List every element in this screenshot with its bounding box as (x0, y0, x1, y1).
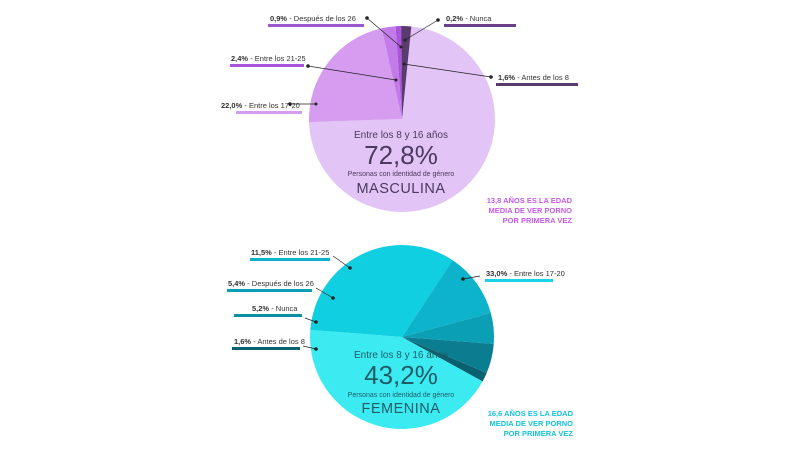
male-dot-end-c (394, 78, 398, 82)
male-underline-antes8 (496, 83, 578, 86)
male-slice-3 (395, 26, 402, 119)
male-pie-chart: 0,9% - Después de los 26 0,2% - Nunca 2,… (221, 14, 578, 225)
female-slice-1 (310, 245, 453, 337)
male-callout-dots (288, 16, 493, 106)
male-dot-after26 (365, 16, 369, 20)
female-dot-21-25 (348, 266, 352, 270)
female-note: 16,6 AÑOS ES LA EDAD MEDIA DE VER PORNO … (488, 409, 574, 438)
male-callout-21-25: 2,4% - Entre los 21-25 (230, 54, 306, 67)
female-slice-3 (402, 312, 494, 344)
male-dot-end-a (399, 45, 403, 49)
male-dot-end-b (403, 38, 407, 42)
male-note: 13,8 AÑOS ES LA EDAD MEDIA DE VER PORNO … (487, 196, 573, 225)
female-dot-antes8 (314, 347, 318, 351)
female-dot-nunca (314, 320, 318, 324)
svg-text:0,2% - Nunca: 0,2% - Nunca (446, 14, 492, 23)
svg-text:5,2% - Nunca: 5,2% - Nunca (252, 304, 298, 313)
male-center-text: Entre los 8 y 16 años 72,8% Personas con… (348, 130, 455, 197)
female-underline-antes8 (232, 347, 300, 350)
female-leader-nunca (304, 317, 317, 323)
male-note-line-2: MEDIA DE VER PORNO (489, 206, 573, 215)
female-underline-17-20 (485, 279, 553, 282)
male-pie-slices (309, 26, 496, 212)
svg-text:22,0% - Entre los 17-20: 22,0% - Entre los 17-20 (221, 101, 300, 110)
male-leader-nunca (404, 19, 439, 41)
female-note-line-1: 16,6 AÑOS ES LA EDAD (488, 409, 574, 418)
female-pie-slices (309, 245, 494, 430)
male-underline-nunca (444, 24, 516, 27)
male-slice-1 (309, 28, 402, 123)
male-slice-5 (401, 26, 412, 119)
female-leader-after26 (315, 287, 334, 299)
female-callout-dots (314, 266, 465, 351)
svg-text:1,6% - Antes de los 8: 1,6% - Antes de los 8 (498, 73, 569, 82)
female-callout-21-25: 11,5% - Entre los 21-25 (250, 248, 330, 261)
female-leader-antes8 (302, 345, 317, 350)
female-underline-nunca (234, 314, 302, 317)
male-dot-end-e (314, 102, 318, 106)
female-slice-5 (402, 337, 487, 382)
svg-text:33,0% - Entre los 17-20: 33,0% - Entre los 17-20 (486, 269, 565, 278)
male-leader-after26 (366, 17, 402, 48)
male-note-line-3: POR PRIMERA VEZ (503, 216, 573, 225)
female-callout-nunca: 5,2% - Nunca (234, 304, 302, 317)
svg-text:11,5% - Entre los 21-25: 11,5% - Entre los 21-25 (251, 248, 329, 257)
female-leader-17-20 (462, 275, 481, 280)
female-note-line-3: POR PRIMERA VEZ (504, 429, 574, 438)
male-leader-21-25 (307, 65, 397, 81)
female-identity-caption: Personas con identidad de género (348, 392, 455, 399)
male-callout-after26: 0,9% - Después de los 26 (268, 14, 364, 27)
female-center-caption: Entre los 8 y 16 años (354, 350, 448, 361)
female-callout-after26: 5,4% - Después de los 26 (227, 279, 314, 292)
female-underline-after26 (227, 289, 312, 292)
male-dot-17-20 (288, 102, 292, 106)
female-dot-after26 (331, 296, 335, 300)
svg-text:2,4% - Entre los 21-25: 2,4% - Entre los 21-25 (231, 54, 306, 63)
male-center-value: 72,8% (364, 140, 438, 170)
female-callout-antes8: 1,6% - Antes de los 8 (232, 337, 305, 350)
female-underline-21-25 (250, 258, 330, 261)
male-slice-2 (381, 26, 402, 119)
male-center-caption: Entre los 8 y 16 años (354, 130, 448, 141)
male-dot-end-d (402, 62, 406, 66)
svg-text:1,6% - Antes de los 8: 1,6% - Antes de los 8 (234, 337, 305, 346)
female-center-value: 43,2% (364, 360, 438, 390)
female-pie-chart: 11,5% - Entre los 21-25 33,0% - Entre lo… (227, 245, 574, 438)
male-callout-lines (290, 17, 492, 105)
male-slice-0 (309, 26, 496, 212)
male-callout-17-20: 22,0% - Entre los 17-20 (221, 101, 302, 114)
female-slice-4 (402, 337, 494, 373)
female-leader-21-25 (332, 255, 351, 269)
male-dot-antes8 (489, 75, 493, 79)
male-note-line-1: 13,8 AÑOS ES LA EDAD (487, 196, 573, 205)
female-note-line-2: MEDIA DE VER PORNO (490, 419, 574, 428)
male-leader-antes8 (403, 63, 492, 78)
svg-text:5,4% - Después de los 26: 5,4% - Después de los 26 (228, 279, 314, 288)
female-slice-2 (402, 260, 491, 337)
svg-text:0,9% - Después de los 26: 0,9% - Después de los 26 (270, 14, 356, 23)
male-dot-nunca (436, 18, 440, 22)
female-callout-17-20: 33,0% - Entre los 17-20 (485, 269, 565, 282)
male-slice-4 (400, 26, 402, 119)
male-callout-antes8: 1,6% - Antes de los 8 (496, 73, 578, 86)
female-center-text: Entre los 8 y 16 años 43,2% Personas con… (348, 350, 455, 417)
male-identity-caption: Personas con identidad de género (348, 171, 455, 178)
male-underline-21-25 (230, 64, 304, 67)
male-dot-21-25 (306, 64, 310, 68)
male-identity-label: MASCULINA (356, 181, 445, 197)
male-underline-after26 (268, 24, 364, 27)
female-dot-17-20 (461, 277, 465, 281)
male-underline-17-20 (236, 111, 302, 114)
female-callout-lines (302, 255, 481, 350)
female-identity-label: FEMENINA (362, 401, 441, 417)
male-callout-nunca: 0,2% - Nunca (444, 14, 516, 27)
female-slice-0 (309, 329, 483, 430)
